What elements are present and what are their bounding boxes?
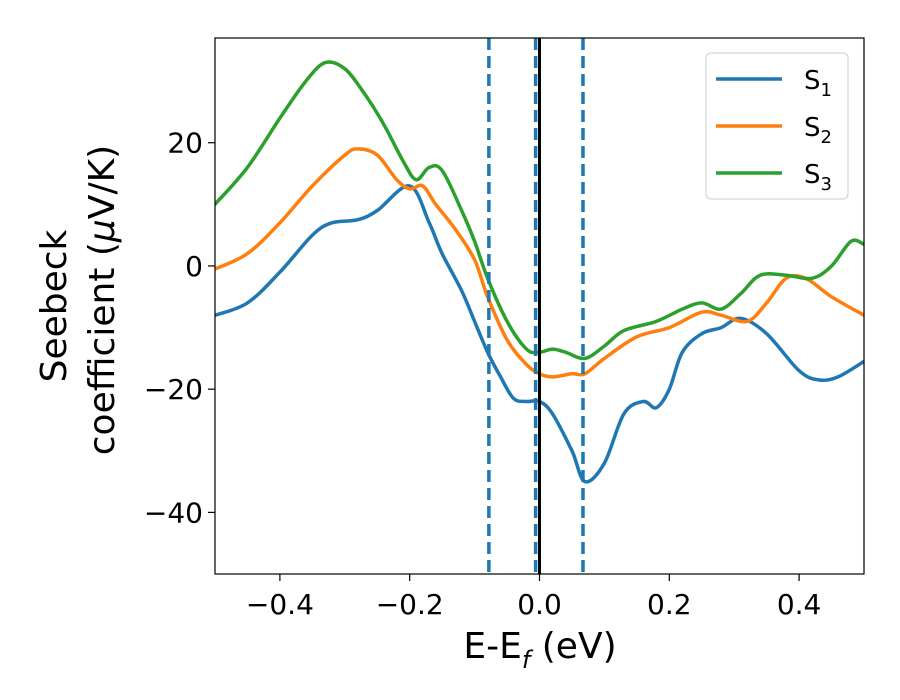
x-axis-label: E-Ef (eV) bbox=[463, 626, 616, 674]
vline-layer bbox=[487, 38, 585, 574]
y-tick-label: −20 bbox=[144, 373, 203, 406]
legend-label-s1: S1 bbox=[804, 66, 832, 101]
series-line-s3 bbox=[215, 60, 864, 361]
x-tick-label: 0.0 bbox=[517, 588, 562, 621]
legend: S1 S2 S3 bbox=[705, 52, 849, 200]
x-tick-label: 0.4 bbox=[777, 588, 822, 621]
tick-layer: −0.4 −0.2 0.0 0.2 0.4 −40 −20 0 20 bbox=[144, 127, 821, 621]
x-tick-label: 0.2 bbox=[647, 588, 692, 621]
legend-label-s3: S3 bbox=[804, 160, 832, 195]
y-axis-label-line1: Seebeck bbox=[34, 229, 75, 382]
y-tick-label: 0 bbox=[185, 250, 203, 283]
y-tick-label: −40 bbox=[144, 496, 203, 529]
y-tick-label: 20 bbox=[167, 127, 203, 160]
x-tick-label: −0.2 bbox=[376, 588, 444, 621]
series-line-s1 bbox=[215, 184, 864, 484]
legend-label-s2: S2 bbox=[804, 113, 832, 148]
y-axis-label-line2: coefficient (μV/K) bbox=[82, 145, 123, 455]
series-line-s2 bbox=[215, 147, 864, 379]
x-tick-label: −0.4 bbox=[246, 588, 314, 621]
series-layer bbox=[215, 60, 864, 484]
